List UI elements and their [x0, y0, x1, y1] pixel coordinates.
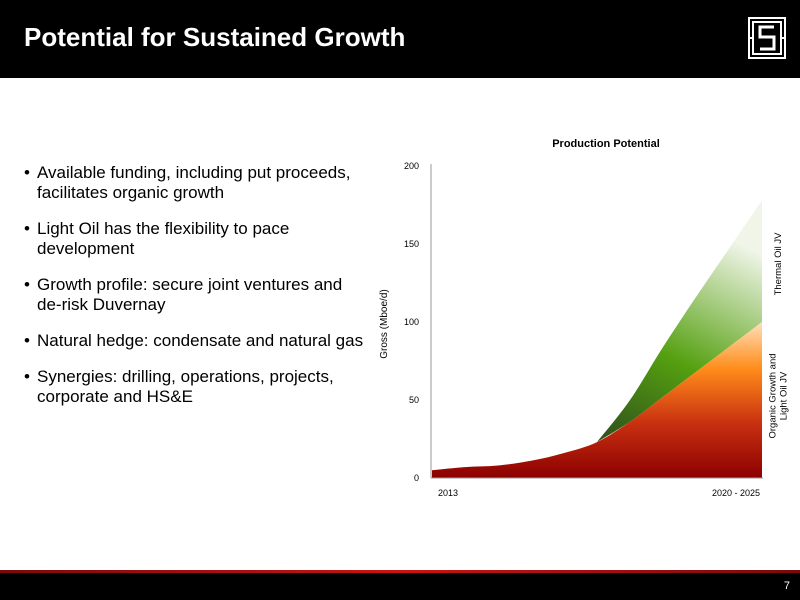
y-tick-label: 100 [404, 317, 419, 327]
company-logo-icon [748, 17, 786, 59]
footer-rule [0, 570, 800, 573]
y-tick-label: 50 [409, 395, 419, 405]
bullet-list: Available funding, including put proceed… [24, 163, 364, 423]
chart-title: Production Potential [552, 138, 660, 150]
thermal-oil-label: Thermal Oil JV [773, 232, 784, 295]
x-tick-label: 2013 [438, 488, 458, 498]
bullet-item: Growth profile: secure joint ventures an… [24, 275, 364, 315]
bullet-item: Synergies: drilling, operations, project… [24, 367, 364, 407]
x-tick-labels: 2013 2020 - 2025 [438, 488, 760, 498]
organic-growth-area [432, 322, 762, 478]
slide-header: Potential for Sustained Growth [0, 0, 800, 78]
thermal-oil-label-line: Thermal Oil JV [773, 232, 784, 295]
slide-title: Potential for Sustained Growth [24, 22, 406, 52]
thermal-oil-area [597, 200, 762, 443]
page-number: 7 [783, 580, 790, 592]
y-tick-label: 0 [414, 473, 419, 483]
bullet-item: Light Oil has the flexibility to pace de… [24, 219, 364, 259]
y-tick-label: 200 [404, 161, 419, 171]
organic-growth-label: Organic Growth and Light Oil JV [768, 353, 790, 438]
chart-areas [432, 200, 762, 478]
slide-footer: 7 [0, 573, 800, 600]
bullet-item: Available funding, including put proceed… [24, 163, 364, 203]
y-axis-label: Gross (Mboe/d) [379, 289, 390, 358]
series-labels: Thermal Oil JV Organic Growth and Light Oi… [768, 232, 790, 439]
organic-growth-label-line: Light Oil JV [779, 371, 790, 420]
organic-growth-label-line: Organic Growth and [768, 353, 779, 438]
y-tick-label: 150 [404, 239, 419, 249]
y-tick-labels: 0 50 100 150 200 [404, 161, 419, 483]
production-chart: Production Potential Gross (Mboe/d) 0 50 1… [379, 138, 790, 498]
bullet-item: Natural hedge: condensate and natural ga… [24, 331, 364, 351]
x-tick-label: 2020 - 2025 [712, 488, 760, 498]
